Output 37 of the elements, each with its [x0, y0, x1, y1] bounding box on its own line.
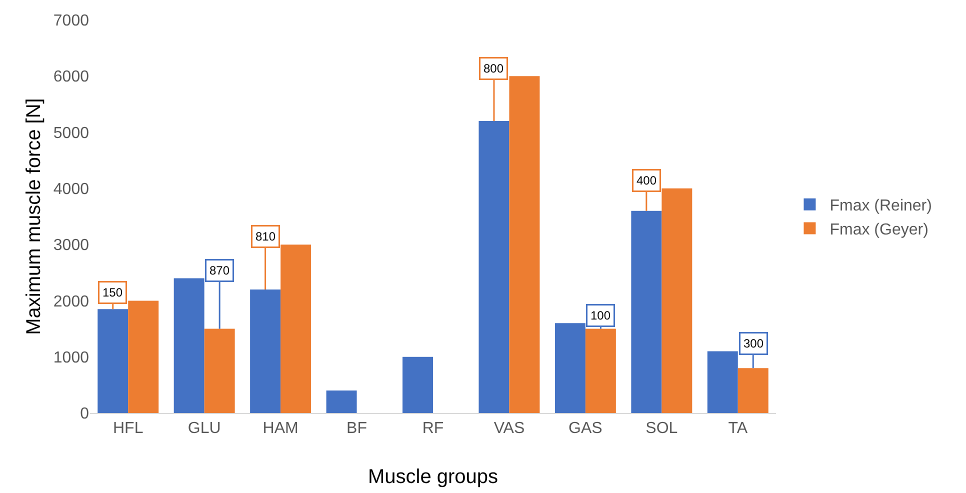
y-tick-label: 2000: [53, 293, 90, 310]
legend-label: Fmax (Reiner): [830, 198, 932, 215]
annotation: 800: [484, 62, 504, 76]
x-tick-label: HAM: [262, 420, 298, 438]
bar: [98, 309, 128, 413]
x-axis-title: Muscle groups: [368, 466, 498, 488]
annotation: 100: [590, 308, 611, 322]
annotation: 150: [102, 286, 123, 300]
x-tick-label: BF: [346, 420, 368, 438]
x-tick-label: GAS: [568, 420, 602, 438]
bar: [738, 368, 768, 413]
y-tick-label: 1000: [53, 349, 90, 366]
bar: [204, 328, 235, 413]
y-tick-label: 0: [80, 406, 90, 423]
bar: [478, 121, 510, 413]
bar: [250, 289, 281, 413]
y-tick-label: 5000: [53, 124, 90, 142]
annotation: 870: [210, 264, 230, 278]
bar: [585, 328, 616, 413]
bar: [402, 356, 433, 413]
y-axis-title: Maximum muscle force [N]: [23, 98, 45, 335]
x-tick-label: RF: [422, 420, 444, 438]
annotation: 300: [744, 336, 764, 350]
bar: [326, 390, 357, 413]
x-tick-label: TA: [728, 420, 748, 438]
x-tick-label: HFL: [112, 420, 144, 438]
annotation: 810: [256, 230, 276, 244]
y-tick-label: 3000: [53, 237, 90, 254]
y-tick-label: 7000: [53, 12, 90, 30]
y-tick-label: 4000: [53, 181, 90, 198]
x-tick-label: VAS: [494, 420, 525, 438]
x-tick-label: SOL: [646, 420, 678, 438]
y-tick-label: 6000: [53, 68, 90, 86]
annotation: 400: [636, 174, 657, 188]
bar: [631, 210, 662, 413]
x-tick-label: GLU: [188, 420, 221, 438]
legend-label: Fmax (Geyer): [830, 221, 928, 238]
